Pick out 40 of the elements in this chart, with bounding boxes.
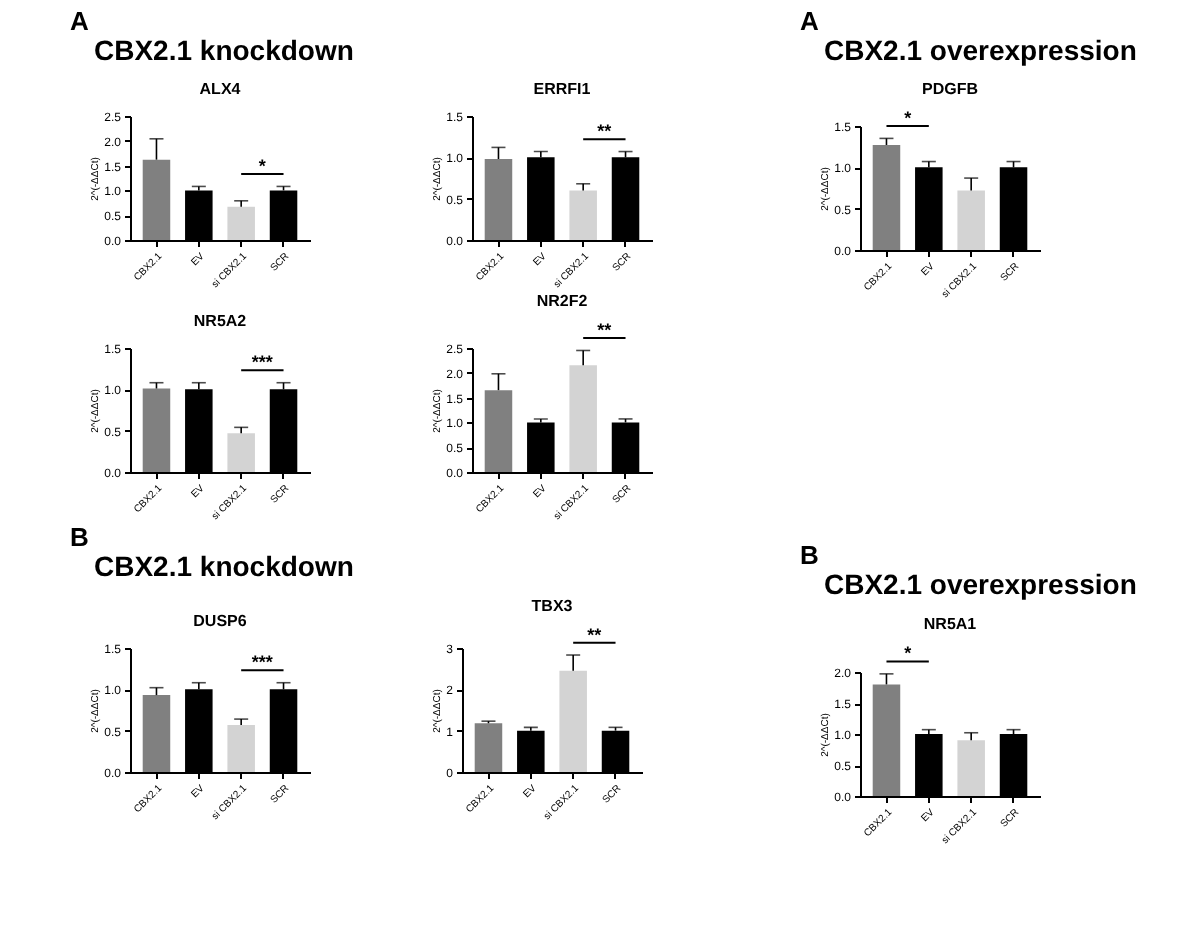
bar <box>484 390 513 472</box>
chart-title: DUSP6 <box>193 612 248 630</box>
text: CBX2.1 overexpression <box>824 34 1137 66</box>
chart-title: ALX4 <box>199 80 242 98</box>
annotation: ** <box>597 121 613 142</box>
bar <box>957 190 985 250</box>
bar <box>227 206 255 240</box>
text: A <box>70 6 90 36</box>
chart-title: NR5A2 <box>193 312 248 330</box>
bar <box>142 388 171 472</box>
bar <box>484 158 513 240</box>
text: ** <box>587 624 603 645</box>
bar <box>569 365 597 472</box>
text: * <box>904 643 913 664</box>
text: B <box>800 540 819 570</box>
annotation: *** <box>251 652 274 673</box>
annotation: * <box>258 156 267 177</box>
bar <box>872 145 901 250</box>
text: ** <box>597 320 613 341</box>
text: B <box>70 522 89 552</box>
text: CBX2.1 knockdown <box>94 550 354 582</box>
chart-title: ERRFI1 <box>533 80 592 98</box>
chart-title: PDGFB <box>922 80 979 98</box>
bar <box>872 684 901 796</box>
bar <box>569 190 597 240</box>
bar <box>474 723 503 772</box>
text: CBX2.1 overexpression <box>824 568 1137 600</box>
bar <box>227 724 255 772</box>
bar <box>559 670 587 772</box>
annotation: *** <box>251 352 274 373</box>
text: CBX2.1 knockdown <box>94 34 354 66</box>
annotation: * <box>904 108 913 128</box>
chart-title: TBX3 <box>531 596 574 615</box>
bar <box>957 740 985 796</box>
text: A <box>800 6 820 36</box>
chart-title: NR2F2 <box>536 292 589 311</box>
bar <box>142 159 171 240</box>
bar <box>227 433 255 472</box>
bar <box>142 695 171 772</box>
chart-title: NR5A1 <box>923 615 978 634</box>
